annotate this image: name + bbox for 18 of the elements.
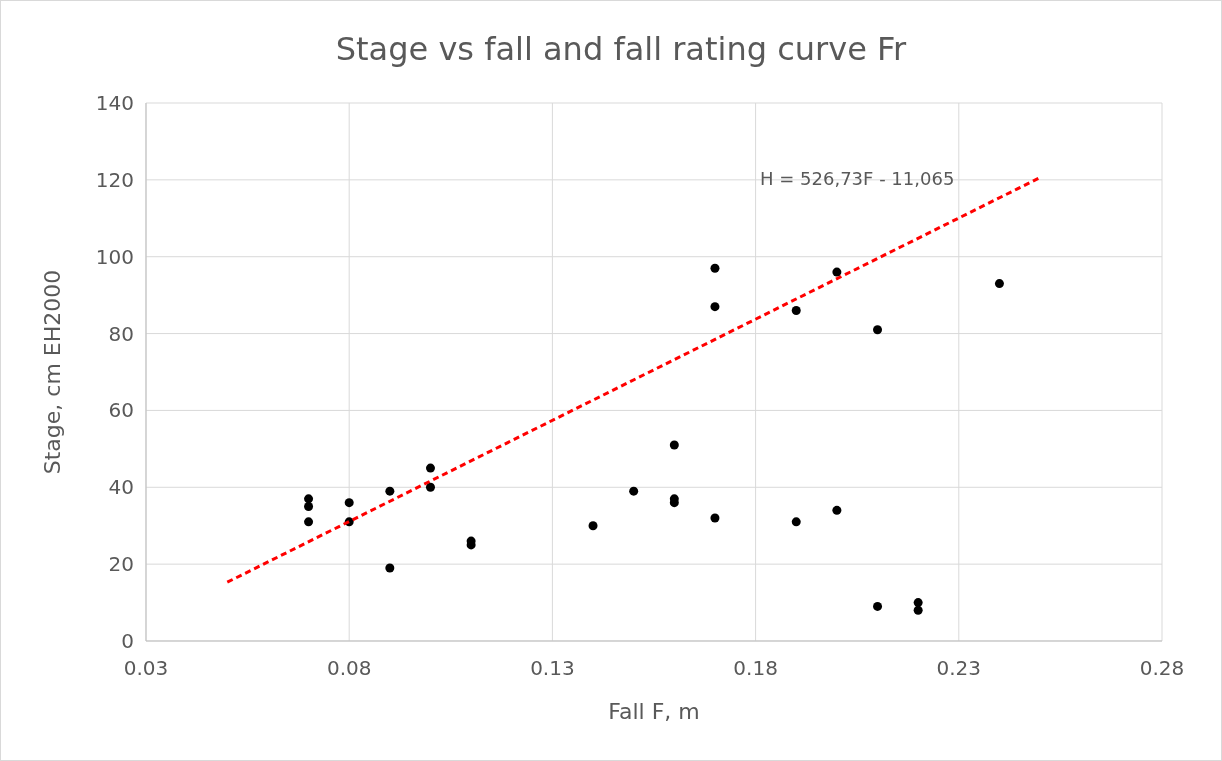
x-tick-label: 0.23 bbox=[936, 656, 982, 680]
y-tick-label: 0 bbox=[121, 629, 134, 653]
y-axis-title: Stage, cm EH2000 bbox=[40, 269, 65, 475]
x-tick-label: 0.18 bbox=[733, 656, 778, 680]
y-tick-label: 100 bbox=[95, 244, 134, 269]
y-tick-label: 20 bbox=[108, 552, 134, 577]
y-tick-label: 60 bbox=[108, 398, 134, 423]
annotation: H = 526,73F - 11,065 bbox=[760, 167, 955, 189]
x-tick-label: 0.28 bbox=[1139, 656, 1185, 680]
x-tick-label: 0.13 bbox=[530, 656, 575, 680]
x-tick-label: 0.08 bbox=[326, 656, 372, 680]
y-tick-label: 120 bbox=[95, 167, 134, 192]
x-tick-label: 0.03 bbox=[123, 656, 169, 680]
y-tick-label: 80 bbox=[108, 321, 134, 346]
x-axis-title: Fall F, m bbox=[608, 699, 700, 724]
y-tick-label: 40 bbox=[108, 475, 134, 500]
chart-title: Stage vs fall and fall rating curve Fr bbox=[335, 30, 908, 68]
y-tick-label: 140 bbox=[95, 91, 134, 115]
